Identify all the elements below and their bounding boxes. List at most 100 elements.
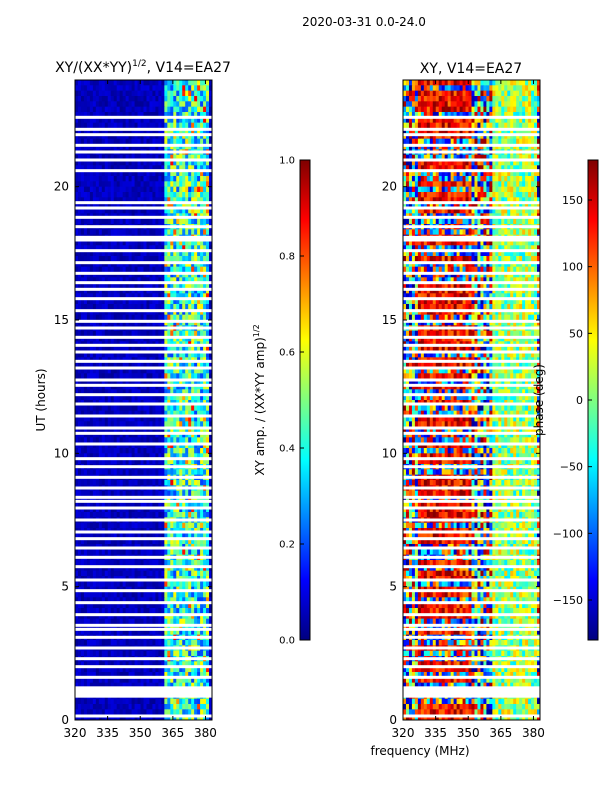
left-heatmap-cell (86, 565, 91, 572)
left-heatmap-cell (110, 405, 115, 412)
left-heatmap-cell (119, 272, 124, 278)
left-heatmap-cell (119, 592, 124, 598)
left-heatmap-cell (83, 245, 88, 252)
left-heatmap-cell (200, 501, 204, 508)
left-heatmap-cell (152, 282, 157, 289)
left-heatmap-cell (116, 96, 121, 102)
left-heatmap-cell (122, 421, 127, 428)
left-heatmap-cell (179, 389, 183, 396)
left-heatmap-cell (155, 96, 159, 102)
left-heatmap-cell (125, 256, 130, 262)
left-heatmap-cell (200, 320, 204, 326)
left-heatmap-cell (75, 298, 79, 305)
left-heatmap-cell (170, 138, 174, 145)
left-heatmap-cell (131, 405, 136, 412)
left-heatmap-cell (101, 469, 106, 476)
left-heatmap-cell (161, 549, 165, 556)
left-heatmap-cell (194, 378, 198, 385)
left-heatmap-cell (149, 378, 154, 385)
left-heatmap-cell (146, 442, 151, 449)
left-heatmap-cell (203, 352, 207, 358)
left-heatmap-cell (155, 549, 159, 556)
left-heatmap-cell (149, 170, 154, 177)
left-heatmap-cell (200, 85, 204, 92)
left-heatmap-cell (131, 90, 136, 97)
left-heatmap-cell (209, 416, 212, 422)
left-heatmap-cell (143, 602, 148, 609)
left-heatmap-cell (143, 490, 148, 497)
left-heatmap-cell (197, 112, 201, 118)
left-heatmap-cell (80, 229, 85, 236)
left-heatmap-cell (75, 138, 79, 145)
left-heatmap-cell (158, 560, 162, 566)
left-heatmap-cell (98, 602, 103, 609)
left-heatmap-cell (101, 112, 106, 118)
left-heatmap-cell (188, 565, 192, 572)
left-heatmap-cell (119, 389, 124, 396)
left-heatmap-cell (98, 186, 103, 193)
left-heatmap-cell (134, 117, 139, 124)
left-heatmap-cell (140, 432, 145, 438)
left-heatmap-cell (128, 208, 133, 214)
left-heatmap-cell (113, 90, 118, 97)
left-heatmap-cell (80, 96, 85, 102)
left-heatmap-cell (128, 202, 133, 209)
left-heatmap-cell (110, 490, 115, 497)
left-heatmap-cell (197, 106, 201, 113)
left-heatmap-cell (176, 458, 180, 465)
left-heatmap-cell (80, 165, 85, 172)
left-heatmap-cell (119, 250, 124, 257)
left-heatmap-cell (164, 90, 168, 97)
left-heatmap-cell (203, 533, 207, 540)
left-heatmap-cell (194, 266, 198, 273)
left-heatmap-cell (149, 506, 154, 513)
left-heatmap-cell (143, 469, 148, 476)
left-heatmap-cell (173, 538, 177, 545)
left-heatmap-cell (158, 202, 162, 209)
left-heatmap-cell (197, 384, 201, 390)
left-heatmap-cell (77, 592, 82, 598)
left-heatmap-cell (185, 501, 189, 508)
left-heatmap-cell (176, 320, 180, 326)
left-heatmap-cell (116, 405, 121, 412)
left-heatmap-cell (173, 85, 177, 92)
left-heatmap-cell (122, 650, 127, 657)
left-heatmap-cell (188, 133, 192, 140)
left-heatmap-cell (158, 336, 162, 342)
left-heatmap-cell (83, 565, 88, 572)
left-heatmap-cell (200, 309, 204, 316)
left-heatmap-cell (122, 314, 127, 321)
left-heatmap-cell (146, 154, 151, 161)
left-heatmap-cell (77, 597, 82, 604)
left-heatmap-cell (107, 165, 112, 172)
left-heatmap-cell (95, 208, 100, 214)
left-heatmap-cell (146, 640, 151, 646)
left-heatmap-cell (146, 426, 151, 433)
left-heatmap-cell (75, 106, 79, 113)
left-heatmap-cell (116, 218, 121, 225)
left-heatmap-cell (125, 362, 130, 369)
left-heatmap-cell (98, 597, 103, 604)
left-heatmap-cell (92, 272, 97, 278)
left-heatmap-cell (104, 362, 109, 369)
left-heatmap-cell (164, 480, 168, 486)
left-heatmap-cell (167, 506, 171, 513)
left-heatmap-cell (80, 256, 85, 262)
left-heatmap-cell (155, 613, 159, 620)
left-heatmap-cell (77, 346, 82, 353)
left-heatmap-cell (197, 346, 201, 353)
left-heatmap-cell (203, 469, 207, 476)
left-heatmap-cell (140, 501, 145, 508)
left-heatmap-cell (125, 613, 130, 620)
left-heatmap-cell (113, 208, 118, 214)
left-heatmap-cell (131, 618, 136, 625)
left-heatmap-cell (209, 112, 212, 118)
left-heatmap-cell (113, 352, 118, 358)
left-heatmap-cell (155, 336, 159, 342)
left-heatmap-cell (173, 362, 177, 369)
left-heatmap-cell (206, 336, 210, 342)
left-heatmap-cell (176, 186, 180, 193)
left-heatmap-cell (89, 490, 94, 497)
left-heatmap-cell (83, 122, 88, 129)
left-heatmap-cell (143, 117, 148, 124)
